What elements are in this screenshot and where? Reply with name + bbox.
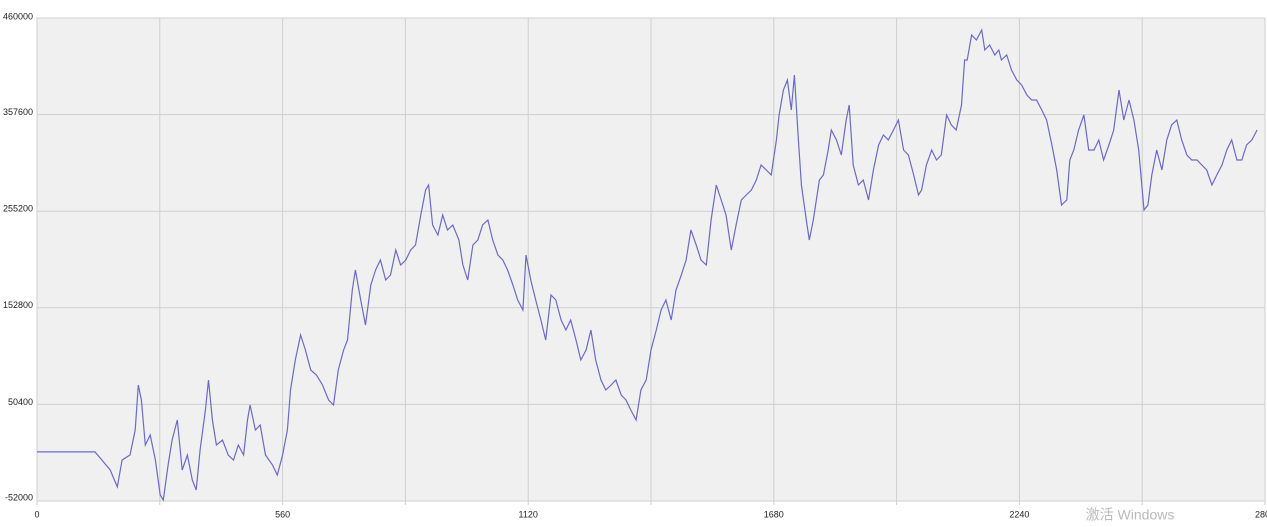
y-tick-label: 357600 [3,107,33,117]
x-tick-label: 2240 [1009,509,1029,519]
y-tick-label: -52000 [5,492,33,502]
data-line [37,28,1258,502]
watermark: 激活 Windows [1086,507,1175,523]
x-tick-label: 560 [275,509,290,519]
y-tick-label: 152800 [3,300,33,310]
x-tick-label: 1120 [519,509,538,519]
y-tick-label: 50400 [8,397,33,407]
y-tick-label: 255200 [3,204,33,214]
y-tick-label: 460000 [3,11,33,21]
x-tick-label: 1680 [764,509,784,519]
x-tick-label: 0 [34,509,39,519]
x-tick-label: 2800 [1255,509,1267,519]
